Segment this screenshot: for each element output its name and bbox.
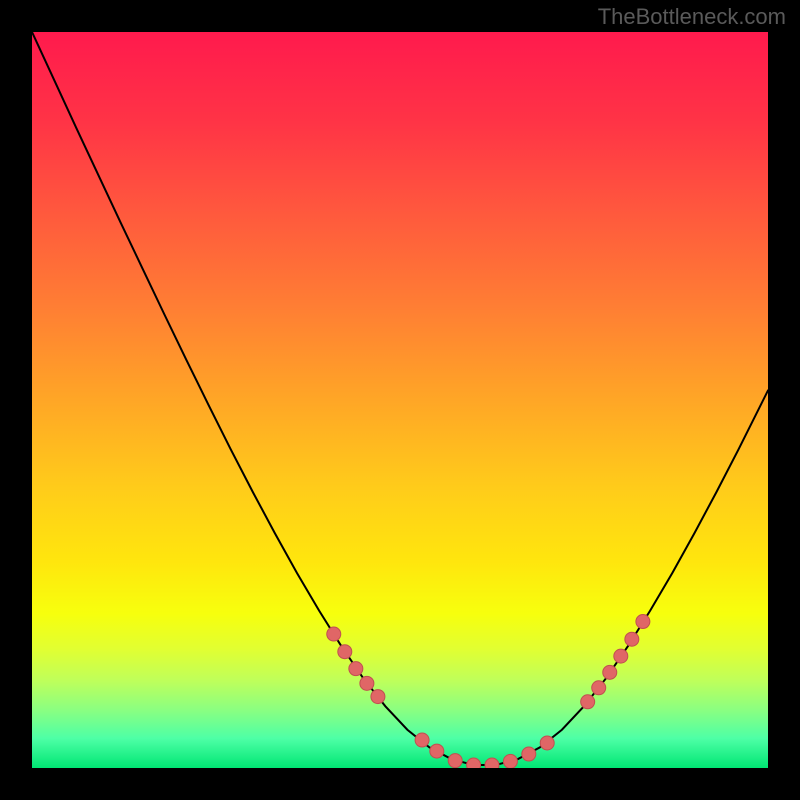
chart-svg: [32, 32, 768, 768]
outer-frame: TheBottleneck.com: [0, 0, 800, 800]
chart-area: [32, 32, 768, 768]
watermark-text: TheBottleneck.com: [598, 4, 786, 30]
data-marker: [592, 681, 606, 695]
data-marker: [581, 695, 595, 709]
data-marker: [338, 645, 352, 659]
data-marker: [614, 649, 628, 663]
data-marker: [485, 758, 499, 768]
data-marker: [522, 747, 536, 761]
data-marker: [625, 632, 639, 646]
data-marker: [448, 754, 462, 768]
data-marker: [540, 736, 554, 750]
data-marker: [371, 690, 385, 704]
data-marker: [503, 754, 517, 768]
data-marker: [349, 662, 363, 676]
gradient-background: [32, 32, 768, 768]
data-marker: [327, 627, 341, 641]
data-marker: [603, 665, 617, 679]
data-marker: [360, 676, 374, 690]
data-marker: [415, 733, 429, 747]
data-marker: [430, 744, 444, 758]
data-marker: [636, 615, 650, 629]
data-marker: [467, 758, 481, 768]
